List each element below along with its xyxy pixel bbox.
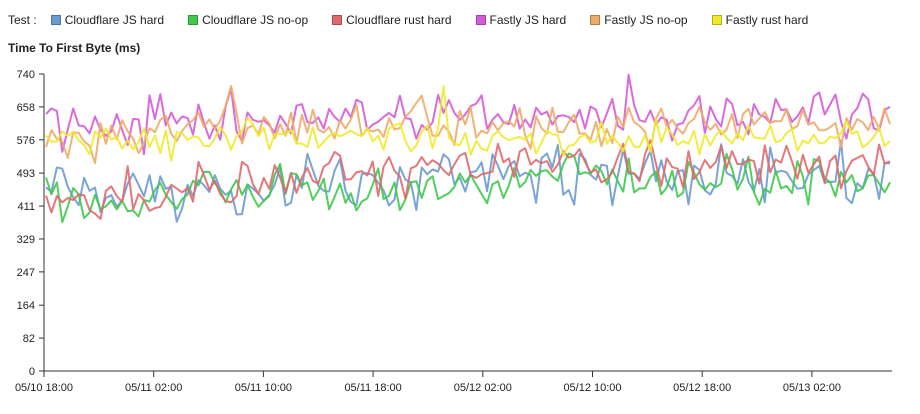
legend-item-cloudflare-js-noop[interactable]: Cloudflare JS no-op bbox=[188, 13, 308, 27]
legend-swatch-fastly-js-hard bbox=[475, 15, 486, 25]
x-tick-label: 05/11 10:00 bbox=[235, 382, 292, 394]
x-tick-label: 05/12 18:00 bbox=[673, 382, 731, 394]
legend-swatch-cloudflare-rust-hard bbox=[332, 15, 343, 25]
x-tick-label: 05/11 18:00 bbox=[344, 382, 401, 394]
x-axis-ticks: 05/10 18:00 05/11 02:00 05/11 10:00 05/11 1… bbox=[15, 371, 841, 394]
y-tick-label: 164 bbox=[17, 300, 35, 312]
y-axis-ticks: 740 658 576 493 411 329 247 164 82 0 bbox=[17, 69, 44, 378]
y-tick-label: 82 bbox=[23, 333, 35, 345]
x-tick-label: 05/13 02:00 bbox=[783, 382, 841, 394]
series-lines bbox=[45, 73, 891, 224]
legend-entry-label: Cloudflare JS no-op bbox=[202, 13, 309, 27]
legend-swatch-fastly-js-noop bbox=[590, 15, 601, 25]
x-tick-label: 05/10 18:00 bbox=[15, 382, 73, 394]
y-tick-label: 247 bbox=[17, 267, 35, 279]
y-tick-label: 493 bbox=[17, 168, 35, 180]
legend-swatch-fastly-rust-hard bbox=[711, 15, 722, 25]
y-tick-label: 658 bbox=[17, 102, 35, 114]
legend-item-cloudflare-rust-hard[interactable]: Cloudflare rust hard bbox=[332, 13, 452, 27]
legend: Test : Cloudflare JS hard Cloudflare JS … bbox=[8, 12, 832, 28]
x-tick-label: 05/11 02:00 bbox=[125, 382, 182, 394]
legend-entry-label: Fastly JS no-op bbox=[604, 13, 688, 27]
x-tick-label: 05/12 02:00 bbox=[454, 382, 512, 394]
series-line-fastly-js-no-op bbox=[45, 85, 891, 165]
y-tick-label: 411 bbox=[17, 201, 35, 213]
chart-title: Time To First Byte (ms) bbox=[8, 41, 141, 55]
legend-swatch-cloudflare-js-hard bbox=[50, 15, 61, 25]
legend-swatch-cloudflare-js-noop bbox=[188, 15, 199, 25]
series-line-cloudflare-js-no-op bbox=[45, 152, 891, 224]
legend-entry-label: Fastly JS hard bbox=[489, 13, 567, 27]
legend-item-fastly-js-hard[interactable]: Fastly JS hard bbox=[475, 13, 567, 27]
legend-item-fastly-js-noop[interactable]: Fastly JS no-op bbox=[590, 13, 688, 27]
x-tick-label: 05/12 10:00 bbox=[563, 382, 621, 394]
legend-label: Test : bbox=[8, 13, 37, 27]
series-line-cloudflare-rust-hard bbox=[45, 139, 891, 220]
legend-entry-label: Fastly rust hard bbox=[725, 13, 809, 27]
y-tick-label: 0 bbox=[29, 366, 35, 378]
legend-item-fastly-rust-hard[interactable]: Fastly rust hard bbox=[711, 13, 809, 27]
y-tick-label: 329 bbox=[17, 234, 35, 246]
legend-entry-label: Cloudflare JS hard bbox=[64, 13, 165, 27]
series-line-fastly-rust-hard bbox=[45, 85, 891, 162]
legend-entry-label: Cloudflare rust hard bbox=[346, 13, 452, 27]
y-tick-label: 576 bbox=[17, 135, 35, 147]
y-tick-label: 740 bbox=[17, 69, 35, 81]
legend-item-cloudflare-js-hard[interactable]: Cloudflare JS hard bbox=[50, 13, 165, 27]
